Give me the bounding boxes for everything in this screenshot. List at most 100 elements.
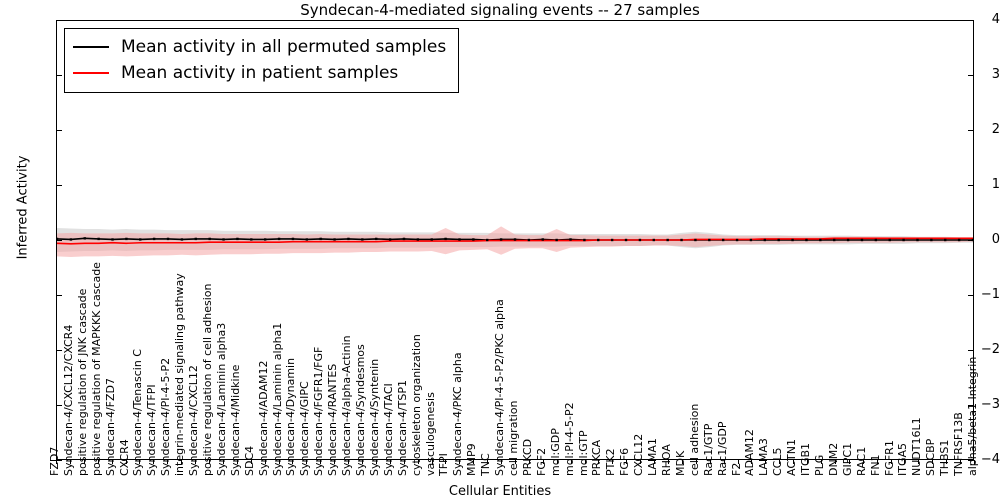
x-axis-tick-mark xyxy=(612,460,614,464)
x-axis-title: Cellular Entities xyxy=(448,484,552,499)
x-axis-tick-mark xyxy=(264,460,266,464)
series-canvas xyxy=(57,226,973,257)
series-marker xyxy=(819,238,822,242)
series-marker xyxy=(166,237,170,241)
x-axis-tick-mark xyxy=(389,460,391,464)
x-axis-tick-mark xyxy=(459,460,461,464)
x-axis-tick-mark xyxy=(111,460,113,464)
y-axis-tick-mark xyxy=(57,240,62,241)
series-marker xyxy=(499,238,503,241)
series-marker xyxy=(263,238,267,241)
plot-inner xyxy=(57,21,973,459)
series-marker xyxy=(194,237,197,241)
y-axis-tick-label: −3 xyxy=(980,397,1000,412)
series-marker xyxy=(624,238,628,242)
y-axis-tick-label: −4 xyxy=(980,452,1000,467)
x-axis-tick-mark xyxy=(375,460,377,464)
series-marker xyxy=(305,238,309,241)
x-axis-tick-mark xyxy=(515,460,516,464)
y-axis-tick-mark xyxy=(968,350,973,351)
x-axis-tick-mark xyxy=(737,460,739,464)
x-axis-tick-mark xyxy=(751,460,753,464)
series-marker xyxy=(680,238,683,242)
series-marker xyxy=(458,238,461,241)
y-axis-tick-mark xyxy=(57,75,62,76)
x-axis-tick-mark xyxy=(821,460,822,464)
series-marker xyxy=(97,237,100,241)
series-marker xyxy=(583,238,586,242)
series-marker xyxy=(888,238,891,242)
plot-area xyxy=(56,20,974,460)
x-axis-tick-mark xyxy=(570,460,572,464)
x-axis-tick-mark xyxy=(473,460,475,464)
x-axis-tick-mark xyxy=(181,460,183,464)
legend-label: Mean activity in patient samples xyxy=(121,63,399,83)
x-axis-tick-mark xyxy=(723,460,725,464)
y-axis-tick-mark xyxy=(57,460,62,461)
x-axis-tick-mark xyxy=(431,460,433,464)
series-marker xyxy=(57,237,59,241)
series-marker xyxy=(930,238,933,242)
x-axis-tick-mark xyxy=(640,460,642,464)
chart-legend: Mean activity in all permuted samples Mea… xyxy=(64,28,460,93)
series-marker xyxy=(250,238,253,241)
series-marker xyxy=(444,237,447,241)
series-marker xyxy=(902,238,905,242)
series-marker xyxy=(527,238,531,242)
x-axis-tick-mark xyxy=(236,460,238,464)
series-marker xyxy=(652,238,655,242)
x-axis-tick-mark xyxy=(153,460,155,464)
x-axis-tick-mark xyxy=(195,460,197,464)
x-axis-tick-mark xyxy=(904,460,906,464)
confidence-band xyxy=(57,226,973,257)
series-marker xyxy=(291,237,295,241)
x-axis-tick-mark xyxy=(932,460,934,464)
series-marker xyxy=(180,238,184,241)
x-axis-tick-mark xyxy=(876,460,878,464)
series-marker xyxy=(916,238,919,242)
y-axis-tick-label: 4 xyxy=(991,12,1000,27)
x-axis-tick-mark xyxy=(807,460,809,464)
x-axis-tick-mark xyxy=(681,460,683,464)
series-marker xyxy=(513,238,517,241)
series-marker xyxy=(375,237,378,241)
x-axis-tick-mark xyxy=(278,460,280,464)
x-axis-tick-mark xyxy=(918,460,920,464)
x-axis-tick-mark xyxy=(487,460,489,464)
x-axis-tick-mark xyxy=(626,460,628,464)
legend-item: Mean activity in all permuted samples xyxy=(73,34,446,60)
x-axis-tick-mark xyxy=(403,460,405,464)
series-marker xyxy=(597,238,600,242)
series-marker xyxy=(694,238,697,242)
y-axis-tick-label: 1 xyxy=(991,177,1000,192)
series-marker xyxy=(944,238,947,242)
x-axis-tick-mark xyxy=(306,460,308,464)
x-axis-tick-mark xyxy=(83,460,85,464)
series-marker xyxy=(333,238,336,241)
y-axis-tick-mark xyxy=(968,460,973,461)
series-marker xyxy=(486,238,489,242)
series-marker xyxy=(236,237,239,241)
x-axis-tick-mark xyxy=(890,460,892,464)
x-axis-tick-mark xyxy=(501,460,503,464)
x-axis-tick-mark xyxy=(668,460,669,464)
x-axis-tick-mark xyxy=(695,460,697,464)
x-axis-tick-mark xyxy=(709,460,711,464)
series-marker xyxy=(277,237,281,241)
y-axis-tick-mark xyxy=(57,405,62,406)
y-axis-tick-label: 0 xyxy=(991,232,1000,247)
series-marker xyxy=(152,237,156,241)
x-axis-tick-mark xyxy=(250,460,252,464)
x-axis-tick-mark xyxy=(654,460,656,464)
x-axis-tick-mark xyxy=(334,460,336,464)
series-marker xyxy=(846,238,850,242)
series-marker xyxy=(569,238,572,241)
x-axis-tick-mark xyxy=(125,460,127,464)
y-axis-tick-mark xyxy=(968,130,973,131)
series-marker xyxy=(833,238,836,242)
x-axis-tick-mark xyxy=(222,460,224,464)
y-axis-tick-label: −1 xyxy=(980,287,1000,302)
y-axis-tick-mark xyxy=(57,350,62,351)
y-axis-tick-mark xyxy=(968,20,973,21)
x-axis-tick-mark xyxy=(209,460,210,464)
